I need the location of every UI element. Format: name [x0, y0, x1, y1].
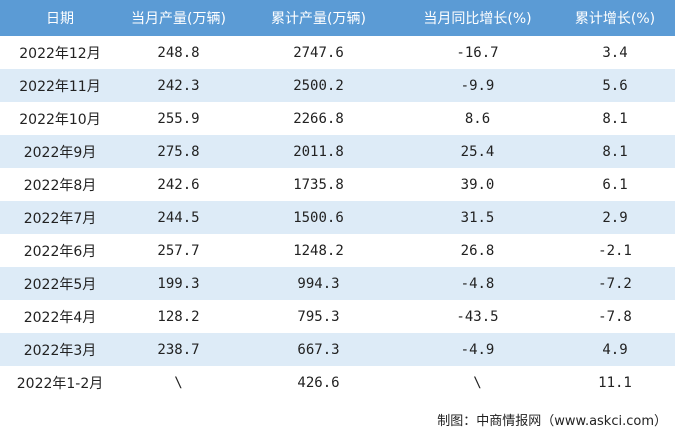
column-header: 日期: [0, 0, 120, 36]
value-cell: 244.5: [120, 201, 237, 234]
date-cell: 2022年9月: [0, 135, 120, 168]
table-row: 2022年4月 128.2 795.3 -43.5 -7.8: [0, 300, 675, 333]
value-cell: -7.8: [598, 308, 632, 325]
header-row: 日期 当月产量(万辆) 累计产量(万辆) 当月同比增长(%) 累计增长(%): [0, 0, 675, 36]
column-header: 当月同比增长(%): [400, 0, 555, 36]
table-row: 2022年11月 242.3 2500.2 -9.9 5.6: [0, 69, 675, 102]
date-cell: 2022年5月: [0, 267, 120, 300]
value-cell: 11.1: [598, 374, 632, 391]
column-header: 累计产量(万辆): [237, 0, 400, 36]
value-cell: 795.3: [297, 308, 340, 325]
table-body: 2022年12月 248.8 2747.6 -16.7 3.4 2022年11月 242.3…: [0, 36, 675, 399]
date-cell: 2022年7月: [0, 201, 120, 234]
value-cell: 39.0: [460, 176, 495, 193]
value-cell: -4.9: [400, 333, 555, 366]
value-cell: 25.4: [400, 135, 555, 168]
value-cell: 3.4: [602, 44, 628, 61]
value-cell: 1735.8: [293, 176, 344, 193]
value-cell: 255.9: [157, 110, 200, 127]
value-cell: -43.5: [456, 308, 499, 325]
table-row: 2022年10月 255.9 2266.8 8.6 8.1: [0, 102, 675, 135]
value-cell: 994.3: [237, 267, 400, 300]
column-header: 累计增长(%): [555, 0, 675, 36]
value-cell: \: [174, 374, 183, 391]
value-cell: 248.8: [157, 44, 200, 61]
table-row: 2022年12月 248.8 2747.6 -16.7 3.4: [0, 36, 675, 69]
value-cell: 128.2: [157, 308, 200, 325]
table-row: 2022年5月 199.3 994.3 -4.8 -7.2: [0, 267, 675, 300]
value-cell: -16.7: [456, 44, 499, 61]
value-cell: 4.9: [555, 333, 675, 366]
value-cell: 2500.2: [237, 69, 400, 102]
value-cell: 8.1: [602, 110, 628, 127]
value-cell: -4.8: [400, 267, 555, 300]
value-cell: -9.9: [400, 69, 555, 102]
source-note: 制图：中商情报网（www.askci.com）: [437, 414, 667, 429]
date-cell: 2022年12月: [19, 45, 101, 62]
value-cell: -2.1: [598, 242, 632, 259]
value-cell: 31.5: [400, 201, 555, 234]
value-cell: 257.7: [157, 242, 200, 259]
value-cell: 1500.6: [237, 201, 400, 234]
table-row: 2022年7月 244.5 1500.6 31.5 2.9: [0, 201, 675, 234]
value-cell: 426.6: [297, 374, 340, 391]
value-cell: 242.3: [120, 69, 237, 102]
value-cell: 8.1: [555, 135, 675, 168]
value-cell: 238.7: [120, 333, 237, 366]
value-cell: 2266.8: [293, 110, 344, 127]
date-cell: 2022年10月: [19, 111, 101, 128]
date-cell: 2022年8月: [23, 177, 97, 194]
date-cell: 2022年6月: [23, 243, 97, 260]
date-cell: 2022年1-2月: [16, 375, 104, 392]
value-cell: 26.8: [460, 242, 495, 259]
value-cell: 2747.6: [293, 44, 344, 61]
table-row: 2022年1-2月 \ 426.6 \ 11.1: [0, 366, 675, 399]
value-cell: 242.6: [157, 176, 200, 193]
value-cell: 2011.8: [237, 135, 400, 168]
table-row: 2022年6月 257.7 1248.2 26.8 -2.1: [0, 234, 675, 267]
column-header: 当月产量(万辆): [120, 0, 237, 36]
value-cell: -7.2: [555, 267, 675, 300]
value-cell: 6.1: [602, 176, 628, 193]
value-cell: \: [473, 374, 482, 391]
value-cell: 199.3: [120, 267, 237, 300]
table-row: 2022年9月 275.8 2011.8 25.4 8.1: [0, 135, 675, 168]
date-cell: 2022年11月: [0, 69, 120, 102]
value-cell: 275.8: [120, 135, 237, 168]
value-cell: 2.9: [555, 201, 675, 234]
date-cell: 2022年3月: [0, 333, 120, 366]
table-row: 2022年8月 242.6 1735.8 39.0 6.1: [0, 168, 675, 201]
data-table: 日期 当月产量(万辆) 累计产量(万辆) 当月同比增长(%) 累计增长(%) 2022年…: [0, 0, 675, 399]
table-row: 2022年3月 238.7 667.3 -4.9 4.9: [0, 333, 675, 366]
value-cell: 8.6: [464, 110, 491, 127]
value-cell: 667.3: [237, 333, 400, 366]
date-cell: 2022年4月: [23, 309, 97, 326]
value-cell: 5.6: [555, 69, 675, 102]
value-cell: 1248.2: [293, 242, 344, 259]
